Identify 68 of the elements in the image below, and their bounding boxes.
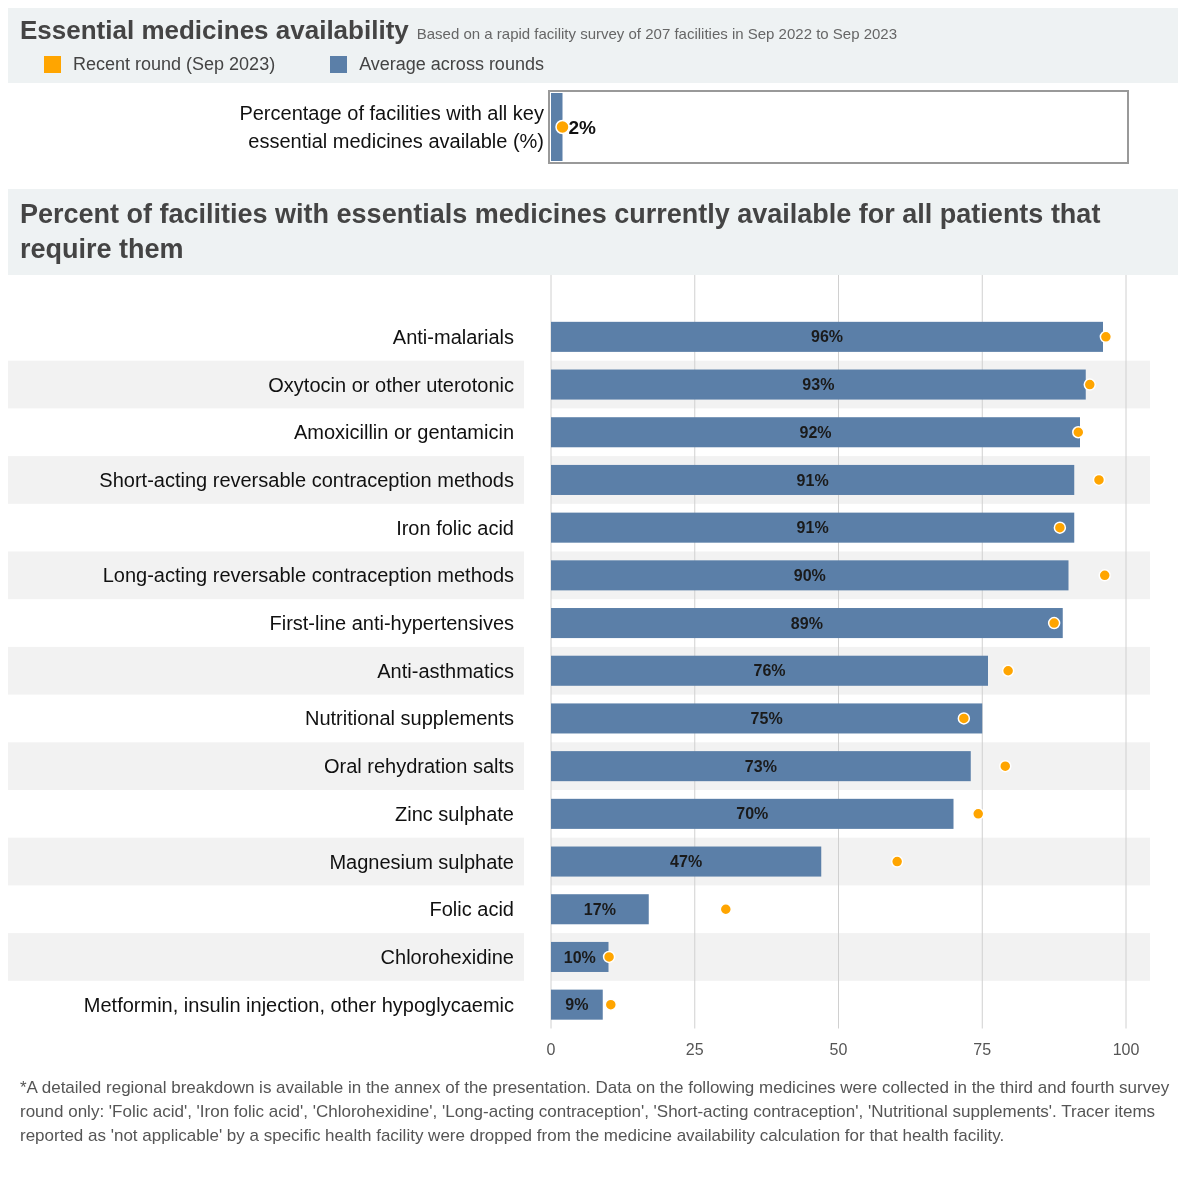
- text: *A detailed regional breakdown is available in the annex of the presentation. Data on the following medicines were collected in the third and fourth survey round only: 'Folic acid', 'Iron folic acid', 'Chlorohexidine', 'Long-acting contraception', 'Short-acting contraception', 'Nutritional supplements'. Tracer items reported as 'not applicable' by a specific health facility were dropped from the medicine availability calculation for that health facility.: [19, 1077, 1171, 1148]
- data-label: 96%: [810, 328, 844, 346]
- data-label: 2%: [568, 116, 597, 138]
- point: [890, 855, 904, 868]
- x-tick-label: 100: [1112, 1040, 1140, 1058]
- data-label: 70%: [736, 805, 769, 823]
- data-label: 91%: [796, 471, 829, 489]
- point: [999, 759, 1012, 773]
- data-label: 17%: [583, 900, 616, 918]
- y-tick-label: Amoxicillin or gentamicin: [293, 421, 514, 444]
- y-tick-label: Iron folic acid: [396, 516, 514, 539]
- data-label: 91%: [796, 519, 829, 537]
- data-label: 92%: [799, 423, 832, 441]
- y-tick-label: Oxytocin or other uterotonic: [268, 373, 514, 396]
- data-label: 73%: [744, 757, 777, 775]
- y-tick-label: Short-acting reversable contraception methods: [99, 468, 514, 491]
- point: [719, 902, 733, 916]
- text: Essential medicines availability: [20, 15, 409, 45]
- y-tick-label: Anti-malarials: [392, 325, 514, 348]
- bar: [551, 417, 1080, 448]
- data-label: 75%: [750, 710, 783, 728]
- y-tick-label: Long-acting reversable contraception methods: [102, 564, 514, 587]
- x-tick-label: 75: [973, 1040, 992, 1058]
- y-tick-label: Folic acid: [429, 898, 514, 921]
- point: [1083, 378, 1097, 391]
- legend-label: Recent round (Sep 2023): [73, 53, 276, 75]
- data-label: 93%: [802, 376, 835, 394]
- y-tick-label: Chlorohexidine: [380, 945, 514, 968]
- point: [602, 950, 616, 964]
- bar: [551, 608, 1063, 639]
- bar: [551, 846, 822, 877]
- point: [1001, 664, 1015, 677]
- data-label: 76%: [753, 662, 786, 680]
- bar: [551, 655, 988, 686]
- point: [971, 807, 985, 821]
- point: [957, 712, 971, 725]
- point: [1099, 330, 1113, 344]
- chart-subtitle: Based on a rapid facility survey of 207 facilities in Sep 2022 to Sep 2023: [416, 25, 898, 42]
- y-tick-label: Magnesium sulphate: [329, 850, 514, 873]
- legend-label: Average across rounds: [359, 53, 544, 75]
- point: [1047, 616, 1061, 630]
- y-tick-label: Anti-asthmatics: [377, 659, 514, 682]
- data-label: 9%: [565, 996, 589, 1014]
- data-label: 90%: [793, 566, 826, 584]
- chart-title: Percent of facilities with essentials medicines currently available for all patients that require them: [20, 198, 1101, 264]
- data-label: 89%: [790, 614, 823, 632]
- bar: [551, 321, 1103, 352]
- y-tick-label: Oral rehydration salts: [323, 755, 514, 778]
- y-tick-label: Metformin, insulin injection, other hypoglycaemic: [83, 993, 514, 1016]
- point: [1092, 473, 1106, 487]
- x-tick-label: 25: [685, 1040, 704, 1058]
- y-tick-label: Nutritional supplements: [305, 707, 514, 730]
- bar: [551, 894, 649, 925]
- point: [1053, 521, 1067, 534]
- bar: [551, 703, 983, 734]
- point: [1072, 425, 1085, 439]
- data-label: 47%: [670, 853, 703, 871]
- point: [604, 998, 618, 1011]
- bar: [551, 512, 1075, 543]
- bar: [551, 798, 954, 829]
- y-tick-label: Percentage of facilities with all key essential medicines available (%): [239, 101, 544, 152]
- point: [1098, 569, 1111, 582]
- x-tick-label: 0: [546, 1040, 556, 1058]
- bar: [551, 751, 971, 782]
- x-tick-label: 50: [829, 1040, 848, 1058]
- y-tick-label: Zinc sulphate: [395, 802, 514, 825]
- data-label: 10%: [563, 948, 596, 966]
- y-tick-label: First-line anti-hypertensives: [269, 612, 514, 635]
